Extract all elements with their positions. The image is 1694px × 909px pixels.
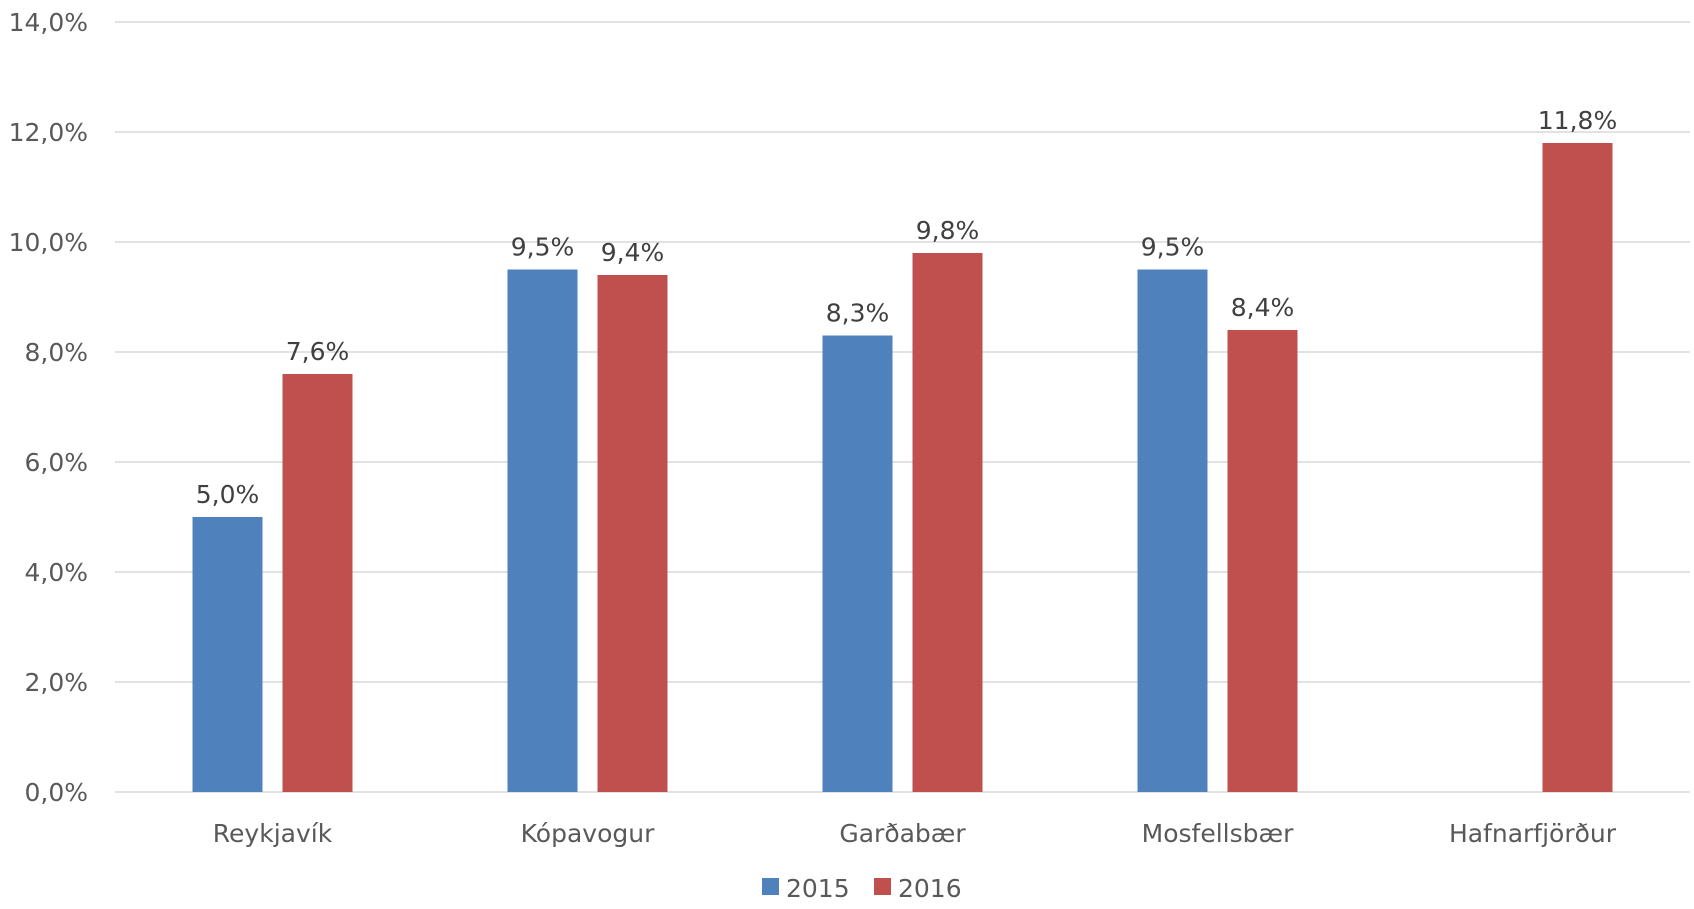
data-label: 9,4% bbox=[601, 238, 665, 267]
gridlines bbox=[115, 21, 1690, 793]
bar bbox=[822, 335, 893, 792]
x-axis-labels: Reykjavík Kópavogur Garðabær Mosfellsbær Haf… bbox=[213, 819, 1617, 848]
y-tick-label: 2,0% bbox=[24, 668, 88, 697]
data-label: 9,5% bbox=[1141, 233, 1205, 262]
bar bbox=[1227, 330, 1298, 792]
y-tick-label: 8,0% bbox=[24, 338, 88, 367]
x-tick-label: Mosfellsbær bbox=[1142, 819, 1294, 848]
x-tick-label: Reykjavík bbox=[213, 819, 333, 848]
legend-label: 2015 bbox=[786, 874, 850, 903]
bar bbox=[1137, 269, 1208, 792]
y-tick-label: 12,0% bbox=[9, 118, 88, 147]
legend-swatch bbox=[874, 878, 891, 895]
data-label: 8,3% bbox=[826, 299, 890, 328]
bar bbox=[282, 374, 353, 792]
data-label: 8,4% bbox=[1231, 293, 1295, 322]
y-tick-label: 14,0% bbox=[9, 8, 88, 37]
bar bbox=[597, 275, 668, 792]
data-label: 7,6% bbox=[286, 337, 350, 366]
bar bbox=[912, 253, 983, 792]
bars bbox=[192, 143, 1613, 792]
bar bbox=[1542, 143, 1613, 792]
data-label: 11,8% bbox=[1538, 106, 1617, 135]
bar bbox=[507, 269, 578, 792]
y-tick-label: 6,0% bbox=[24, 448, 88, 477]
data-labels: 5,0% 7,6% 9,5% 9,4% 8,3% 9,8% 9,5% 8,4% 11,8% bbox=[196, 106, 1617, 509]
legend-label: 2016 bbox=[898, 874, 962, 903]
data-label: 5,0% bbox=[196, 480, 260, 509]
x-tick-label: Garðabær bbox=[839, 819, 966, 848]
bar bbox=[192, 517, 263, 792]
x-tick-label: Hafnarfjörður bbox=[1449, 819, 1617, 848]
y-tick-label: 4,0% bbox=[24, 558, 88, 587]
data-label: 9,8% bbox=[916, 216, 980, 245]
y-tick-label: 10,0% bbox=[9, 228, 88, 257]
y-axis-ticks: 0,0% 2,0% 4,0% 6,0% 8,0% 10,0% 12,0% 14,0% bbox=[9, 8, 88, 807]
x-tick-label: Kópavogur bbox=[521, 819, 655, 848]
data-label: 9,5% bbox=[511, 233, 575, 262]
legend-swatch bbox=[762, 878, 779, 895]
y-tick-label: 0,0% bbox=[24, 778, 88, 807]
legend: 2015 2016 bbox=[762, 874, 962, 903]
